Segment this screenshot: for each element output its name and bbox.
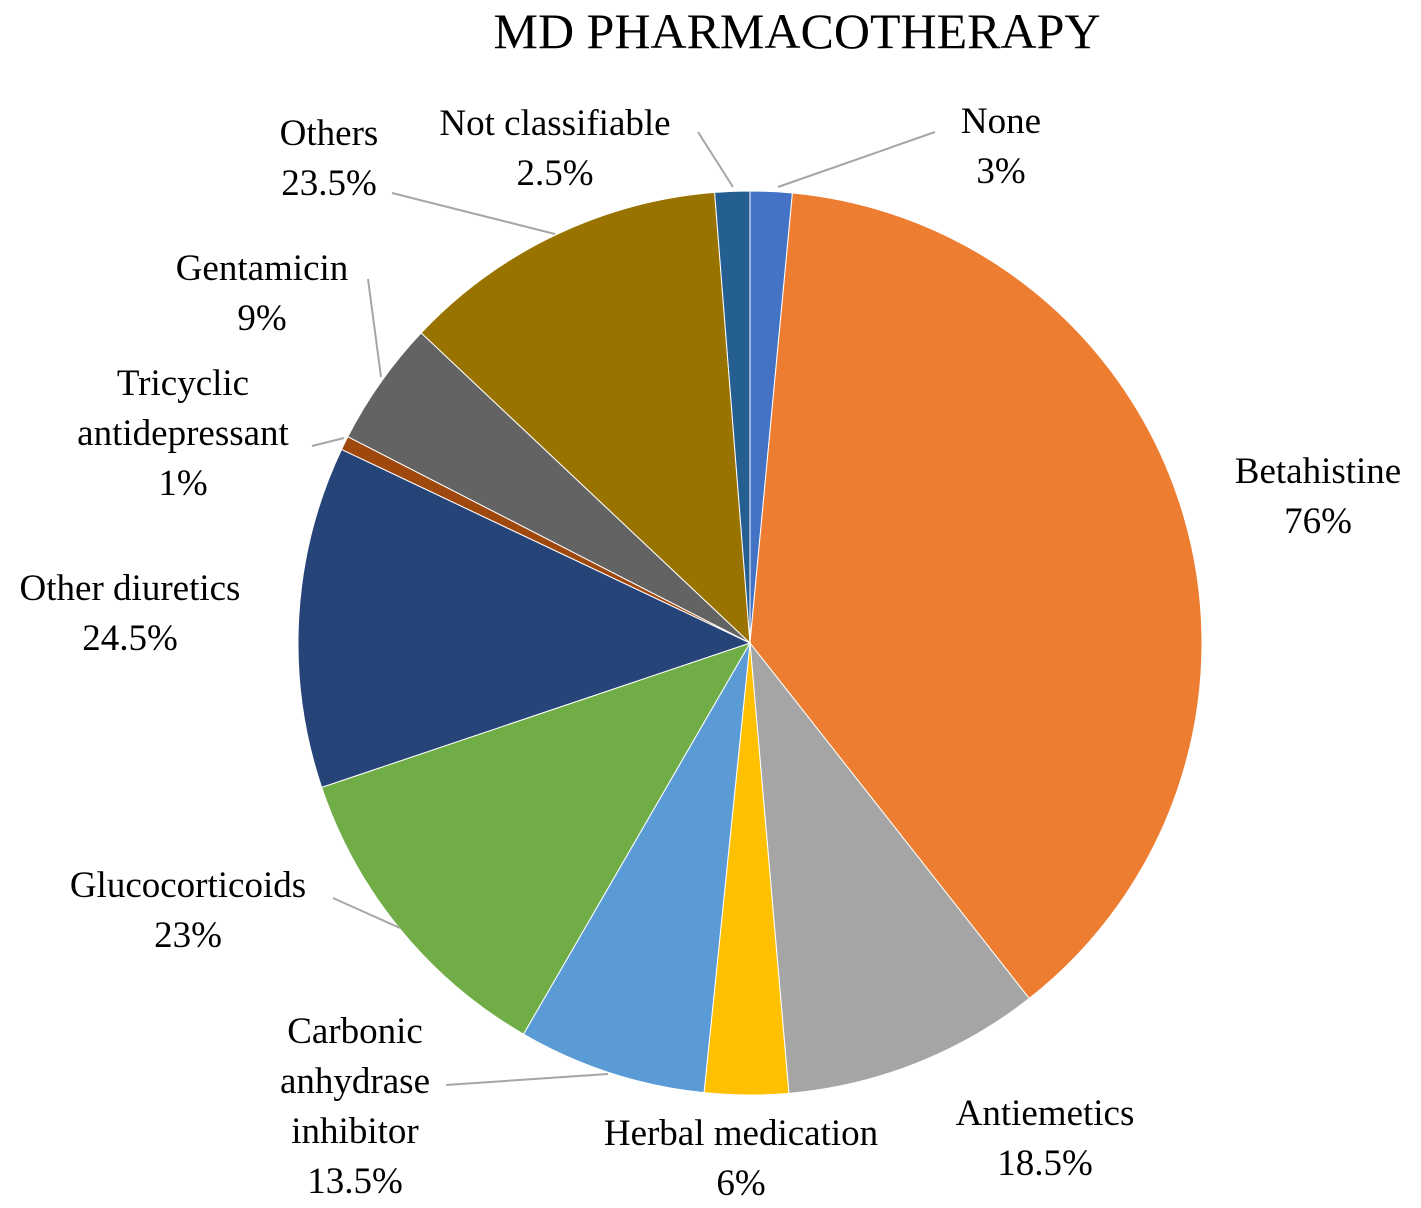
slice-label-carbonic-anhydrase-inhibitor-line-3: inhibitor (291, 1111, 418, 1152)
leader-line-tricyclic-antidepressant (311, 437, 345, 447)
slice-percent-herbal-medication: 6% (716, 1163, 765, 1204)
slice-percent-antiemetics: 18.5% (997, 1143, 1093, 1184)
slice-label-glucocorticoids-line-1: Glucocorticoids (70, 865, 306, 906)
slice-percent-none: 3% (976, 151, 1025, 192)
leader-line-not-classifiable (697, 131, 734, 188)
slice-label-carbonic-anhydrase-inhibitor-line-2: anhydrase (280, 1061, 430, 1102)
slice-label-not-classifiable-line-1: Not classifiable (439, 103, 670, 144)
pie-slice-others (420, 191, 751, 645)
slice-percent-carbonic-anhydrase-inhibitor: 13.5% (307, 1161, 403, 1202)
slice-label-betahistine-line-1: Betahistine (1235, 451, 1401, 492)
slice-label-tricyclic-antidepressant-line-2: antidepressant (77, 413, 289, 454)
slice-percent-glucocorticoids: 23% (154, 915, 222, 956)
pie-slice-carbonic-anhydrase-inhibitor (522, 642, 751, 1094)
slice-label-herbal-medication-line-1: Herbal medication (604, 1113, 878, 1154)
slice-label-other-diuretics-line-1: Other diuretics (20, 568, 241, 609)
leader-line-glucocorticoids (332, 897, 401, 929)
slice-label-carbonic-anhydrase-inhibitor-line-1: Carbonic (287, 1011, 423, 1052)
slice-percent-others: 23.5% (281, 163, 377, 204)
leader-line-carbonic-anhydrase-inhibitor (445, 1073, 609, 1086)
pie-slice-other-diuretics (297, 448, 752, 789)
slice-label-none-line-1: None (961, 101, 1041, 142)
pie-slice-glucocorticoids (321, 642, 752, 1035)
pie-slices (297, 190, 1203, 1096)
slice-percent-other-diuretics: 24.5% (82, 618, 178, 659)
slice-label-gentamicin-line-1: Gentamicin (176, 248, 349, 289)
leader-lines (311, 131, 936, 1086)
leader-line-others (391, 192, 556, 235)
slice-percent-gentamicin: 9% (237, 298, 286, 339)
slice-labels: None 3% Betahistine 76% Antiemetics 18.5% Herb… (20, 101, 1402, 1204)
slice-percent-tricyclic-antidepressant: 1% (158, 463, 207, 504)
slice-percent-not-classifiable: 2.5% (516, 153, 593, 194)
pie-slice-betahistine (749, 192, 1203, 1000)
slice-label-others-line-1: Others (280, 113, 379, 154)
pie-slice-antiemetics (749, 641, 1030, 1094)
leader-line-none (777, 131, 936, 188)
slice-label-tricyclic-antidepressant-line-1: Tricyclic (117, 363, 249, 404)
slice-percent-betahistine: 76% (1284, 501, 1352, 542)
slice-label-antiemetics-line-1: Antiemetics (956, 1093, 1135, 1134)
leader-line-gentamicin (367, 278, 382, 378)
pie-slice-not-classifiable (714, 190, 751, 644)
chart-title: MD PHARMACOTHERAPY (493, 3, 1100, 59)
